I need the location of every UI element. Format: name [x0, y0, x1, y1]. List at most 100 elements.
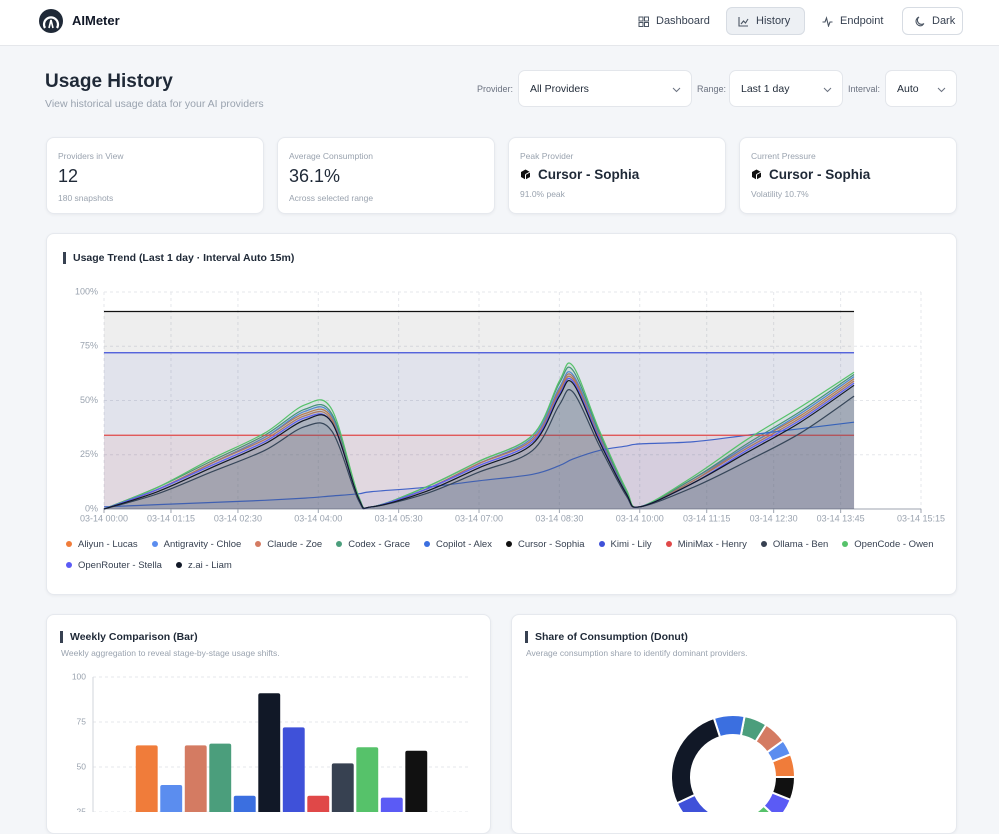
bar [356, 747, 379, 812]
chevron [672, 87, 681, 93]
filter-label: Interval: [848, 84, 881, 94]
bar [184, 745, 207, 812]
theme-toggle[interactable]: Dark [902, 7, 963, 35]
range-select[interactable]: Last 1 day [729, 70, 843, 107]
filter-label: Provider: [477, 84, 514, 94]
series-area [104, 389, 855, 509]
x-tick-label: 03-14 12:30 [750, 513, 798, 523]
stat-sub: Across selected range [289, 193, 374, 203]
icon [738, 16, 749, 27]
x-tick-label: 03-14 08:30 [535, 513, 583, 523]
bar [282, 727, 305, 812]
x-tick-label: 03-14 10:00 [616, 513, 664, 523]
stat-label: Current Pressure [751, 151, 816, 161]
chevron [937, 87, 946, 93]
bar [380, 797, 403, 812]
x-tick-label: 03-14 02:30 [214, 513, 262, 523]
series-line [103, 379, 855, 510]
legend-marker [66, 541, 72, 547]
legend-item[interactable]: Ollama - Ben [760, 538, 829, 550]
stat-card: Peak Provider Cursor - Sophia 91.0% peak [508, 137, 726, 214]
series-area [104, 373, 855, 509]
legend-marker [255, 541, 262, 547]
legend-item[interactable]: Codex - Grace [336, 538, 410, 550]
nav-label: History [756, 15, 791, 27]
series-area [104, 376, 855, 509]
x-tick-label: 03-14 15:15 [897, 513, 945, 523]
legend-marker [175, 562, 182, 568]
nav-dashboard[interactable]: Dashboard [627, 7, 719, 35]
legend-label: Codex - Grace [348, 538, 410, 550]
legend-label: z.ai - Liam [187, 559, 232, 571]
bar [135, 745, 158, 812]
icon [638, 16, 649, 27]
charts: 0% 25% 50% 75% 100% 03-14 00:00 03-14 01:15 03-… [72, 286, 945, 812]
legend-marker [336, 541, 343, 547]
stat-sub: 91.0% peak [520, 189, 565, 199]
legend-item[interactable]: Aliyun - Lucas [66, 538, 138, 550]
provider-icon [752, 169, 762, 180]
legend-label: MiniMax - Henry [677, 538, 747, 550]
legend-marker [424, 541, 430, 547]
legend-label: OpenRouter - Stella [78, 559, 162, 571]
stat-value: Cursor - Sophia [769, 167, 871, 182]
nav-label: Dashboard [656, 15, 710, 27]
page-subtitle: View historical usage data for your AI p… [45, 98, 264, 110]
nav-endpoint[interactable]: Endpoint [811, 7, 893, 35]
legend-item[interactable]: z.ai - Liam [175, 559, 232, 571]
legend: Aliyun - Lucas Antigravity - Chloe Claude … [66, 538, 946, 571]
legend-item[interactable]: Cursor - Sophia [505, 538, 585, 550]
stat-card: Average Consumption 36.1% Across selecte… [277, 137, 495, 214]
series-area [104, 367, 855, 509]
legend-marker [842, 541, 849, 547]
interval-select[interactable]: Auto [885, 70, 957, 107]
legend-label: Copilot - Alex [436, 538, 492, 550]
legend-item[interactable]: OpenCode - Owen [842, 538, 934, 550]
legend-item[interactable]: Antigravity - Chloe [151, 538, 241, 550]
y-tick-label: 50% [80, 395, 98, 405]
logo [39, 9, 63, 33]
legend-label: OpenCode - Owen [854, 538, 934, 550]
chart-title: Share of Consumption (Donut) [525, 631, 688, 643]
legend-marker [505, 541, 512, 547]
series-line [103, 362, 855, 510]
stat-card: Providers in View 12 180 snapshots [46, 137, 264, 214]
nav-label: Endpoint [840, 15, 884, 27]
series-area [104, 380, 855, 509]
trend-card: Usage Trend (Last 1 day · Interval Auto … [46, 233, 957, 595]
nav-label: Dark [932, 15, 956, 27]
series-line [103, 388, 855, 510]
legend-item[interactable]: OpenRouter - Stella [66, 559, 162, 571]
filter-label: Range: [697, 84, 727, 94]
legend-label: Ollama - Ben [772, 538, 829, 550]
legend-marker [151, 541, 158, 547]
donut-segment [675, 793, 712, 812]
y-tick-label: 75% [80, 341, 98, 351]
provider-select[interactable]: All Providers [518, 70, 692, 107]
legend-item[interactable]: MiniMax - Henry [665, 538, 747, 550]
header: AIMeter Dashboard History Endpoint Dark [0, 0, 999, 46]
stat-card: Current Pressure Cursor - Sophia Volatil… [739, 137, 957, 214]
nav-history[interactable]: History [726, 7, 805, 35]
legend-marker [598, 541, 605, 547]
bar [160, 785, 183, 812]
x-tick-label: 03-14 11:15 [683, 513, 730, 523]
icon [915, 15, 925, 26]
stat-value: Cursor - Sophia [538, 167, 640, 182]
legend-item[interactable]: Kimi - Lily [598, 538, 652, 550]
donut-segment [670, 716, 722, 805]
bar [307, 795, 330, 812]
y-tick-label: 50 [77, 761, 87, 771]
bar [258, 693, 281, 812]
donut-segment [754, 804, 772, 812]
legend-item[interactable]: Claude - Zoe [255, 538, 322, 550]
brand: AIMeter [72, 13, 120, 28]
legend-item[interactable]: Copilot - Alex [424, 538, 492, 550]
series-line [103, 421, 855, 508]
y-tick-label: 100 [72, 671, 86, 681]
select-value: Last 1 day [741, 83, 790, 95]
y-tick-label: 25 [77, 806, 87, 812]
stat-label: Average Consumption [289, 151, 373, 161]
series-area [104, 311, 855, 509]
x-tick-label: 03-14 07:00 [455, 513, 503, 523]
